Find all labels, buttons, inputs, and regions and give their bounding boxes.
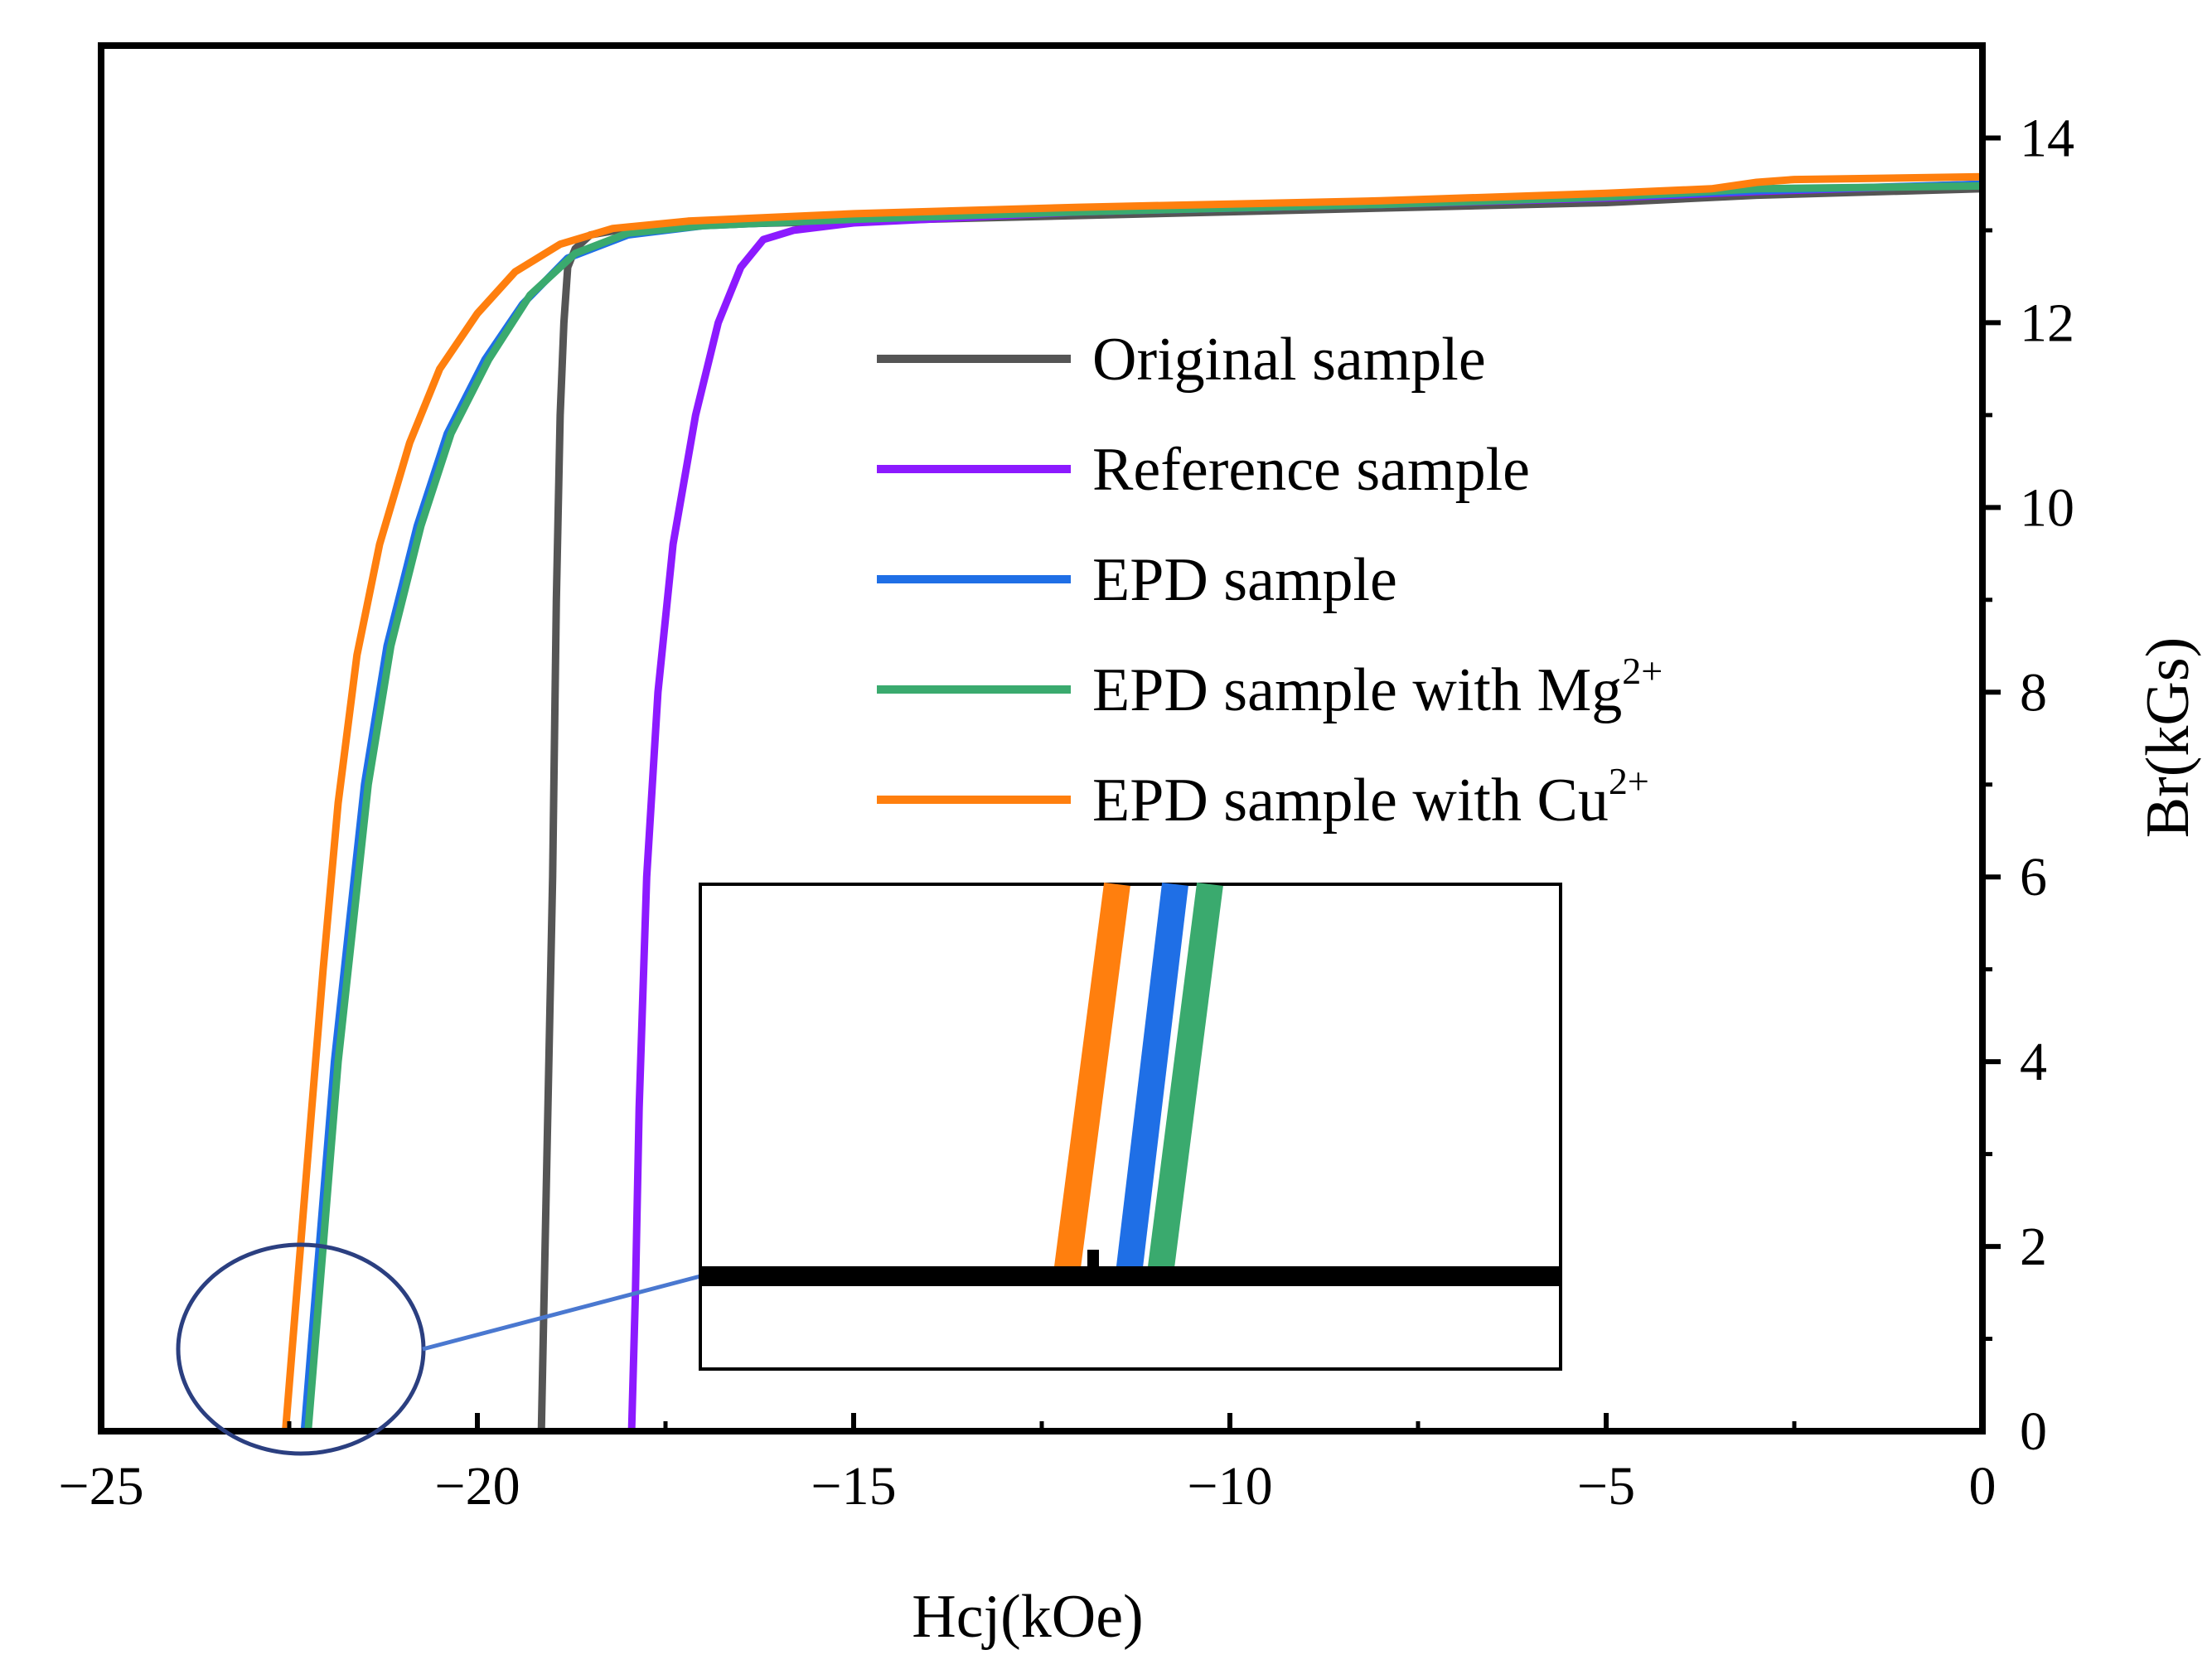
inset-line-epd-sample: [1116, 883, 1188, 1275]
x-tick-label: −10: [1187, 1456, 1272, 1517]
legend-superscript: 2+: [1609, 760, 1649, 802]
inset-line-epd-sample-with-mg-2plus: [1147, 882, 1223, 1276]
series-line-epd-sample-with-mg-2plus: [304, 181, 1982, 1431]
y-tick-label: 12: [2020, 293, 2074, 353]
legend: Original sample Reference sample EPD sampl…: [877, 326, 1663, 835]
inset-frame: [699, 883, 1562, 1371]
x-tick-label: −20: [434, 1456, 520, 1517]
inset: [699, 882, 1562, 1371]
legend-superscript: 2+: [1622, 650, 1663, 692]
y-tick-label: 14: [2020, 108, 2074, 168]
y-tick-label: 4: [2020, 1032, 2047, 1092]
inset-baseline-tick: [1087, 1250, 1099, 1268]
ticks-layer: −25 −20 −15 −10 −5 00 2 4 6 8 10 12 14: [58, 108, 2074, 1517]
legend-label: EPD sample with Cu2+: [1092, 760, 1649, 835]
x-tick-label: −15: [811, 1456, 896, 1517]
legend-label: Reference sample: [1092, 436, 1530, 504]
x-tick-label: 0: [1969, 1456, 1997, 1517]
series-line-epd-sample-with-cu-2plus: [282, 172, 1982, 1431]
curves-layer: [282, 172, 1982, 1431]
y-axis-title: Br(kGs): [2134, 637, 2202, 839]
legend-label: Original sample: [1092, 326, 1486, 394]
inset-curves: [1053, 882, 1223, 1276]
x-axis-title: Hcj(kOe): [912, 1583, 1143, 1651]
zoom-connector-line: [422, 1274, 701, 1352]
inset-line-epd-sample-with-cu-2plus: [1053, 882, 1130, 1276]
x-tick-label: −5: [1577, 1456, 1635, 1517]
legend-label: EPD sample with Mg2+: [1092, 650, 1663, 724]
legend-label: EPD sample: [1092, 546, 1397, 614]
y-tick-label: 2: [2020, 1217, 2047, 1277]
x-tick-label: −25: [58, 1456, 143, 1517]
y-tick-label: 10: [2020, 477, 2074, 538]
y-tick-label: 8: [2020, 662, 2047, 723]
inset-baseline: [700, 1266, 1561, 1286]
series-line-original-sample: [537, 185, 1982, 1431]
y-tick-label: 0: [2020, 1401, 2047, 1462]
y-tick-label: 6: [2020, 847, 2047, 907]
